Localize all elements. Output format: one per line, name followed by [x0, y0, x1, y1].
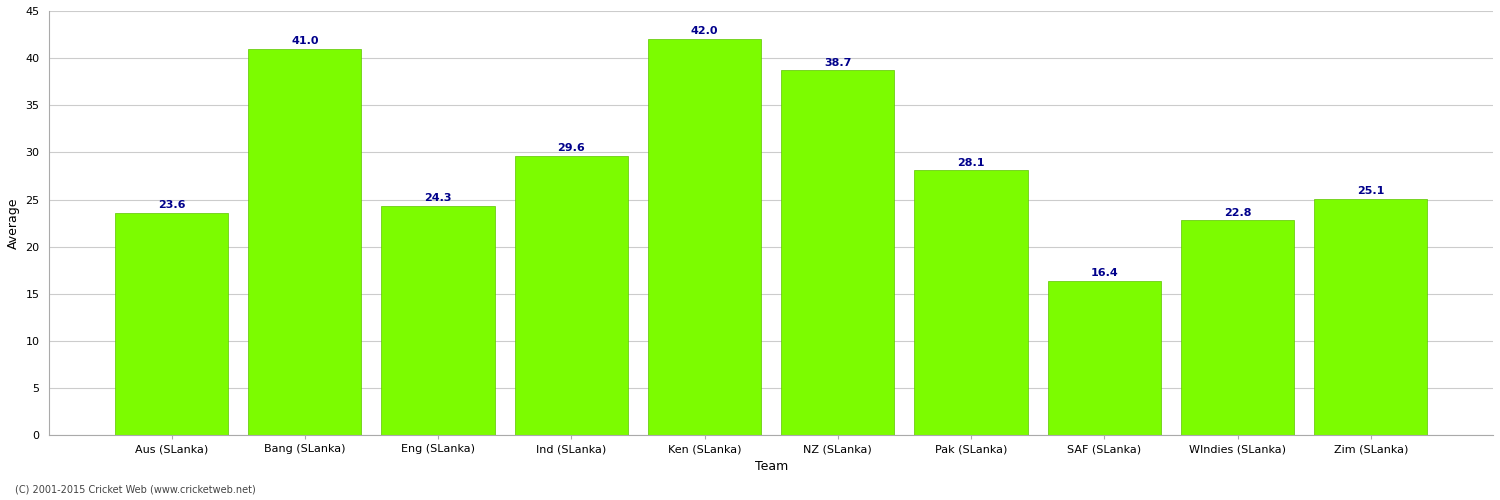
- Bar: [116, 213, 228, 436]
- Bar: [1180, 220, 1294, 436]
- Text: 41.0: 41.0: [291, 36, 318, 46]
- Bar: [648, 39, 760, 436]
- Bar: [248, 48, 362, 436]
- Text: 29.6: 29.6: [558, 144, 585, 154]
- Bar: [514, 156, 628, 435]
- Bar: [782, 70, 894, 436]
- Text: 42.0: 42.0: [692, 26, 718, 36]
- Text: 16.4: 16.4: [1090, 268, 1118, 278]
- Bar: [1047, 281, 1161, 436]
- Bar: [1314, 198, 1428, 436]
- Text: 25.1: 25.1: [1358, 186, 1384, 196]
- Bar: [915, 170, 1028, 436]
- Text: 22.8: 22.8: [1224, 208, 1251, 218]
- Y-axis label: Average: Average: [8, 198, 20, 249]
- Text: 23.6: 23.6: [158, 200, 186, 210]
- Text: 28.1: 28.1: [957, 158, 986, 168]
- Bar: [381, 206, 495, 436]
- Text: 24.3: 24.3: [424, 194, 451, 203]
- Text: 38.7: 38.7: [824, 58, 852, 68]
- X-axis label: Team: Team: [754, 460, 788, 473]
- Text: (C) 2001-2015 Cricket Web (www.cricketweb.net): (C) 2001-2015 Cricket Web (www.cricketwe…: [15, 485, 255, 495]
